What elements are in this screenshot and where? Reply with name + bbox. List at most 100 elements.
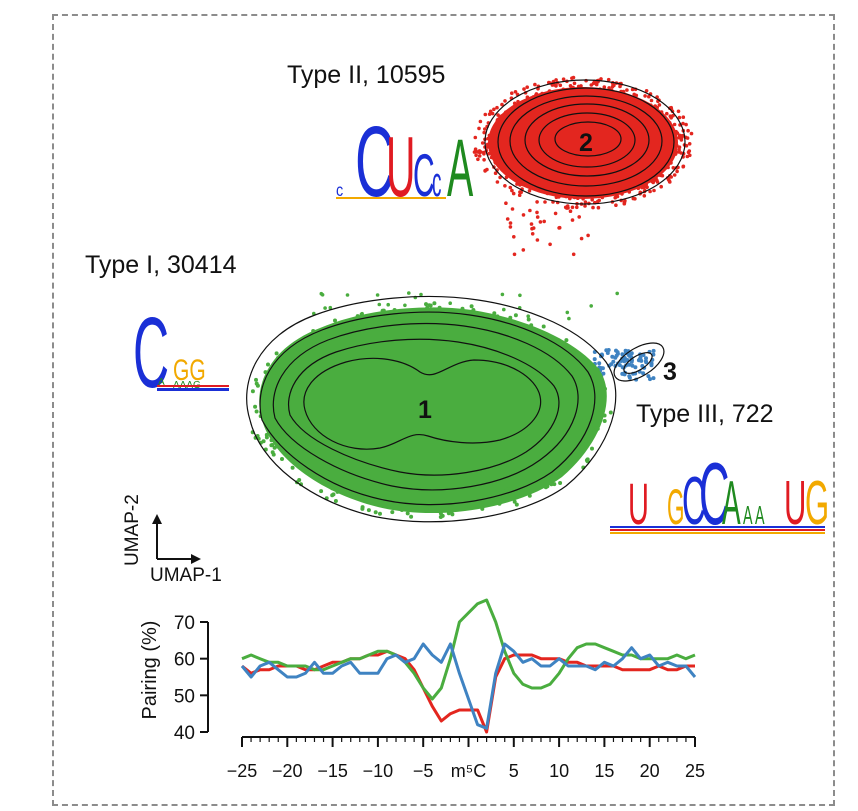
type2-point bbox=[483, 112, 488, 117]
type1-point bbox=[345, 293, 350, 297]
type2-point bbox=[575, 205, 579, 210]
type2-point bbox=[644, 182, 648, 187]
type2-point bbox=[684, 122, 688, 127]
type1-point bbox=[541, 324, 546, 329]
type2-point bbox=[521, 248, 526, 252]
type1-point bbox=[409, 505, 414, 510]
type2-point bbox=[558, 83, 563, 88]
type1-point bbox=[446, 511, 451, 516]
type1-point bbox=[565, 310, 570, 315]
type1-point bbox=[582, 377, 587, 382]
type1-point bbox=[567, 316, 571, 321]
type2-point bbox=[686, 150, 691, 155]
type1-point bbox=[555, 353, 560, 357]
type2-point bbox=[498, 164, 503, 169]
type2-point bbox=[487, 151, 491, 156]
type2-point bbox=[483, 127, 487, 131]
type3-contours bbox=[613, 342, 665, 382]
type2-point bbox=[669, 175, 673, 179]
type1-point bbox=[254, 381, 259, 386]
type3-point bbox=[648, 377, 652, 382]
type1-point bbox=[419, 292, 423, 297]
type2-point bbox=[504, 110, 508, 114]
type2-point bbox=[500, 114, 504, 118]
type1-point bbox=[407, 291, 411, 295]
type1-point bbox=[438, 312, 443, 317]
type1-point bbox=[355, 314, 360, 319]
type1-point bbox=[397, 506, 401, 511]
type1-point bbox=[317, 334, 322, 339]
type1-point bbox=[275, 444, 279, 449]
type1-point bbox=[586, 418, 591, 423]
type2-point bbox=[640, 185, 644, 190]
type2-point bbox=[492, 107, 496, 112]
type1-point bbox=[502, 307, 506, 312]
type3-point bbox=[640, 364, 645, 368]
type1-point bbox=[480, 503, 484, 508]
type2-point bbox=[512, 252, 517, 257]
type3-point bbox=[624, 358, 629, 363]
type1-point bbox=[556, 349, 561, 354]
type2-point bbox=[679, 151, 683, 155]
type2-point bbox=[473, 135, 478, 140]
type1-point bbox=[555, 339, 560, 344]
type2-point bbox=[535, 215, 540, 219]
type2-point bbox=[510, 207, 515, 211]
type2-point bbox=[502, 167, 507, 172]
type2-point bbox=[535, 238, 540, 242]
type2-point bbox=[525, 95, 530, 99]
type1-point bbox=[573, 367, 578, 372]
y-tick-label: 60 bbox=[174, 650, 195, 671]
type2-point bbox=[672, 122, 677, 127]
type2-point bbox=[571, 252, 576, 257]
type1-point bbox=[401, 504, 406, 509]
x-axis: −25 −20 −15 −10 −5 m⁵C 5 10 15 20 25 bbox=[227, 736, 705, 781]
type1-point bbox=[403, 303, 407, 308]
type1-point bbox=[276, 440, 281, 445]
type2-point bbox=[530, 232, 535, 236]
series-line-type2 bbox=[241, 649, 695, 734]
type1-point bbox=[399, 508, 404, 512]
type2-point bbox=[488, 109, 493, 114]
type2-point bbox=[510, 188, 514, 193]
type2-point bbox=[533, 82, 537, 87]
type2-point bbox=[669, 161, 673, 165]
type2-point bbox=[485, 167, 489, 172]
type1-point bbox=[526, 485, 531, 490]
type1-point bbox=[590, 446, 594, 451]
type2-point bbox=[579, 236, 584, 241]
type1-point bbox=[333, 318, 337, 323]
type1-point bbox=[492, 311, 497, 316]
type1-point bbox=[333, 499, 338, 503]
type1-point bbox=[362, 496, 367, 501]
type2-label: Type II, 10595 bbox=[287, 61, 445, 89]
type1-point bbox=[459, 313, 464, 318]
type2-point bbox=[596, 199, 600, 204]
type1-point bbox=[518, 293, 522, 298]
type2-point bbox=[516, 99, 520, 104]
type1-point bbox=[608, 410, 613, 415]
type2-point bbox=[482, 158, 486, 162]
type2-point bbox=[477, 126, 481, 131]
x-tick-label: −5 bbox=[413, 761, 434, 781]
type1-point bbox=[452, 508, 457, 512]
type2-point bbox=[565, 204, 570, 208]
type1-point bbox=[392, 308, 397, 312]
type2-point bbox=[504, 201, 508, 205]
type1-point bbox=[463, 504, 468, 508]
type1-point bbox=[594, 383, 598, 388]
type1-point bbox=[268, 396, 273, 401]
type1-point bbox=[377, 302, 382, 307]
type2-point bbox=[529, 185, 533, 189]
type2-point bbox=[493, 171, 498, 175]
type1-point bbox=[278, 431, 283, 436]
type2-point bbox=[572, 81, 577, 86]
type1-point bbox=[263, 370, 268, 375]
type2-point bbox=[625, 88, 629, 92]
type2-point bbox=[510, 91, 514, 95]
type1-point bbox=[548, 476, 553, 481]
svg-text:U: U bbox=[386, 121, 415, 215]
type3-point bbox=[630, 363, 635, 368]
type2-point bbox=[681, 115, 686, 119]
type1-sequence-logo: C GG A AAAG bbox=[133, 296, 229, 409]
